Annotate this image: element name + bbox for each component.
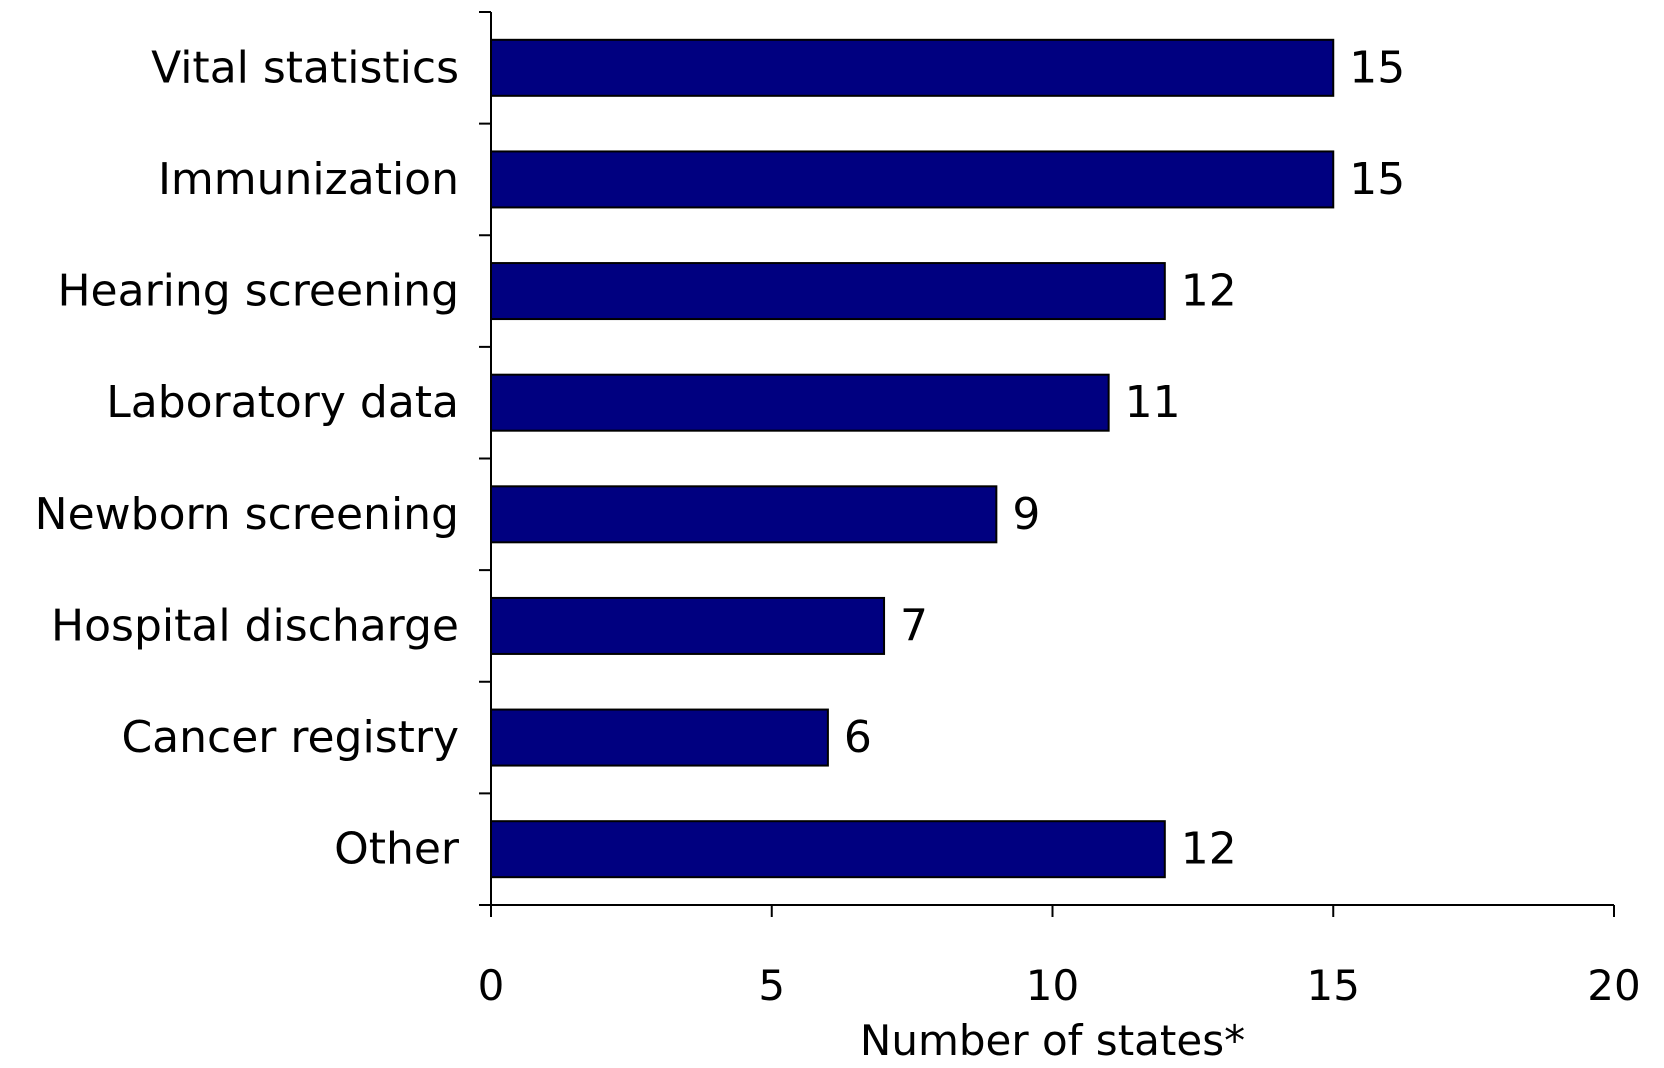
data-label: 6 bbox=[844, 712, 872, 763]
bar-newborn-screening bbox=[490, 485, 998, 544]
category-label: Hospital discharge bbox=[51, 600, 459, 651]
x-tick-label: 0 bbox=[478, 961, 505, 1010]
bar-vital-statistics bbox=[490, 38, 1335, 97]
data-label: 12 bbox=[1181, 266, 1237, 317]
bar-cancer-registry bbox=[490, 708, 829, 767]
x-tick-label: 20 bbox=[1587, 961, 1640, 1010]
bars-layer bbox=[490, 38, 1335, 879]
data-label: 7 bbox=[900, 600, 928, 651]
x-tick-label: 15 bbox=[1307, 961, 1360, 1010]
category-label: Laboratory data bbox=[106, 377, 459, 428]
labels-layer: Vital statistics 15 Immunization 15 Hearing … bbox=[35, 42, 1641, 1010]
x-tick-label: 10 bbox=[1026, 961, 1079, 1010]
bar-immunization bbox=[490, 150, 1335, 209]
data-label: 15 bbox=[1349, 154, 1405, 205]
category-label: Hearing screening bbox=[57, 266, 459, 317]
category-label: Vital statistics bbox=[151, 42, 459, 93]
axes-layer bbox=[479, 11, 1615, 917]
bar-hearing-screening bbox=[490, 262, 1166, 321]
bar-hospital-discharge bbox=[490, 596, 886, 655]
x-tick-label: 5 bbox=[758, 961, 785, 1010]
bar-other bbox=[490, 820, 1166, 879]
category-label: Cancer registry bbox=[121, 712, 459, 763]
x-axis-title: Number of states* bbox=[860, 1016, 1245, 1064]
data-label: 12 bbox=[1181, 824, 1237, 875]
data-label: 9 bbox=[1012, 489, 1040, 540]
category-label: Newborn screening bbox=[35, 489, 459, 540]
data-label: 11 bbox=[1125, 377, 1181, 428]
category-label: Immunization bbox=[158, 154, 459, 205]
bar-laboratory-data bbox=[490, 373, 1110, 432]
category-label: Other bbox=[334, 824, 460, 875]
data-label: 15 bbox=[1349, 42, 1405, 93]
